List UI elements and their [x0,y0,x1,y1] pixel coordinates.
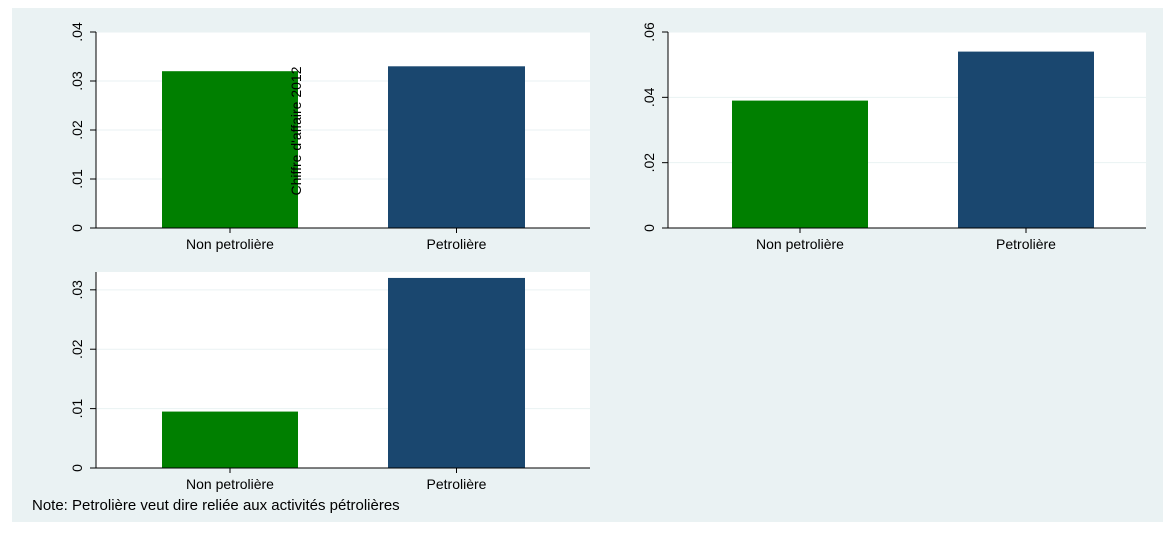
bar-petroliere [388,277,525,468]
y-tick-label: .01 [69,169,85,189]
chart-panel-1: 0 .01 .02 .03 .04 Non petrolière Petrolière Chi… [69,22,590,252]
y-tick-label: .04 [641,87,657,107]
x-tick-label: Petrolière [427,476,487,492]
x-tick-label: Non petrolière [186,476,274,492]
bar-petroliere [958,51,1094,228]
bar-non-petroliere [162,71,298,228]
bar-petroliere [388,66,525,228]
chart-svg: Note: Petrolière veut dire reliée aux ac… [32,22,1146,514]
y-tick-label: .03 [69,71,85,91]
chart-panel-2: 0 .02 .04 .06 Non petrolière Petrolière [641,22,1146,252]
x-tick-label: Petrolière [427,236,487,252]
x-tick-label: Non petrolière [756,236,844,252]
y-tick-label: 0 [641,224,657,232]
x-tick-label: Non petrolière [186,236,274,252]
chart-panel-3: 0 .01 .02 .03 Non petrolière Petrolière [69,272,590,492]
y-tick-label: .01 [69,399,85,419]
bar-non-petroliere [162,411,298,468]
y-tick-label: .04 [69,22,85,42]
y-tick-label: .02 [641,153,657,173]
y-tick-label: 0 [69,464,85,472]
chart-figure: Note: Petrolière veut dire reliée aux ac… [12,8,1163,522]
y-tick-label: .06 [641,22,657,42]
bar-non-petroliere [732,100,868,228]
x-tick-label: Petrolière [996,236,1056,252]
y-tick-label: .02 [69,339,85,359]
y-tick-label: .02 [69,120,85,140]
chart-note: Note: Petrolière veut dire reliée aux ac… [32,497,400,514]
y-tick-label: .03 [69,280,85,300]
y-axis-label: Chiffre d'affaire 2012 [288,66,304,195]
y-tick-label: 0 [69,224,85,232]
